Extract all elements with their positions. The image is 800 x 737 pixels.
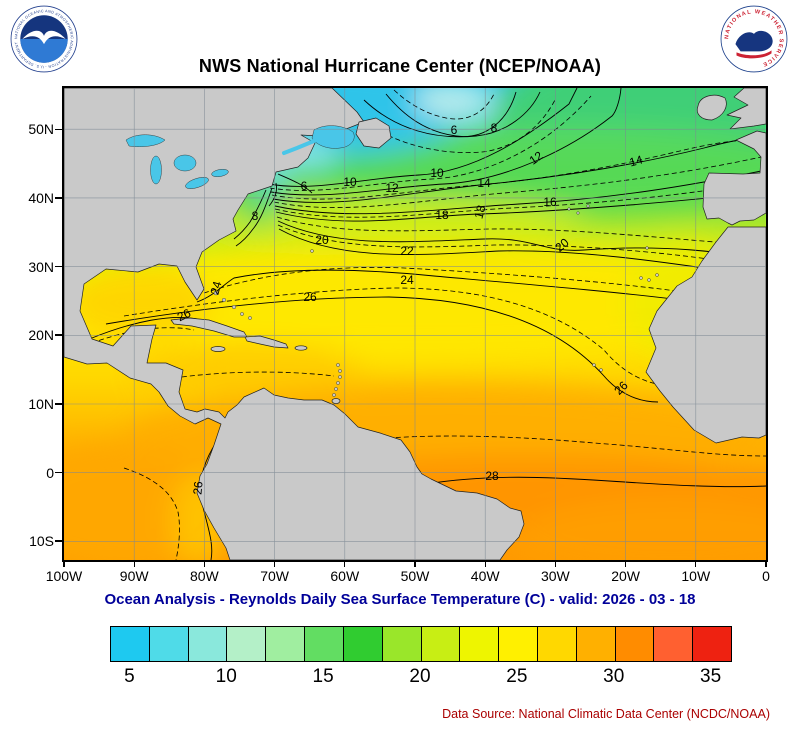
france-iberia <box>702 130 766 226</box>
st-lawrence-river <box>282 139 316 155</box>
lon-tick-mark <box>273 560 276 567</box>
colorbar-cell <box>382 627 422 661</box>
lon-tick-label: 50W <box>400 568 430 584</box>
lat-tick-label: 20N <box>28 327 54 344</box>
noaa-logo-graphic: NATIONAL OCEANIC AND ATMOSPHERIC ADMINIS… <box>8 2 78 73</box>
colorbar-cell <box>227 627 267 661</box>
lon-tick-mark <box>414 560 416 567</box>
map-frame: 6 8 10 10 12 12 14 14 16 18 18 6 8 20 20 22 24 24 26 26 26 28… <box>62 86 768 562</box>
lon-tick-mark <box>554 560 557 567</box>
sst-map-graphic <box>64 88 766 560</box>
lake-ontario <box>211 169 229 177</box>
lat-tick-mark <box>55 128 62 130</box>
ireland <box>696 94 727 121</box>
lake-superior <box>125 134 166 147</box>
lon-tick-label: 30W <box>540 568 570 584</box>
trinidad <box>331 398 341 404</box>
lon-tick-mark <box>624 560 627 567</box>
inland-waters <box>125 125 355 189</box>
noaa-logo: NATIONAL OCEANIC AND ATMOSPHERIC ADMINIS… <box>8 2 78 73</box>
lat-tick-label: 40N <box>28 189 54 206</box>
colorbar-cell <box>343 627 383 661</box>
colorbar-tick-label: 15 <box>312 666 334 687</box>
lon-tick-label: 70W <box>260 568 289 584</box>
lon-tick-mark <box>484 560 486 567</box>
lake-michigan <box>150 155 162 185</box>
colorbar-cell <box>305 627 344 661</box>
lat-tick-mark <box>55 540 62 542</box>
lat-tick-mark <box>55 334 62 336</box>
lat-tick-label: 50N <box>28 121 54 138</box>
nws-logo: NATIONAL WEATHER SERVICE <box>720 5 788 73</box>
hispaniola <box>244 335 289 349</box>
lon-tick-mark <box>695 560 697 567</box>
nws-swoosh-icon <box>736 50 772 59</box>
noaa-seagull-icon <box>22 30 66 45</box>
nws-logo-graphic: NATIONAL WEATHER SERVICE <box>720 5 788 73</box>
colorbar-cells <box>111 627 731 661</box>
britain <box>726 88 766 130</box>
data-source: Data Source: National Climatic Data Cent… <box>442 707 770 721</box>
colorbar-tick-label: 5 <box>124 666 135 687</box>
lake-erie <box>185 177 209 189</box>
colorbar-cell <box>149 627 189 661</box>
page-title: NWS National Hurricane Center (NCEP/NOAA… <box>198 56 602 76</box>
lon-tick-label: 10W <box>681 568 711 584</box>
lat-tick-label: 0 <box>46 464 54 481</box>
colorbar-tick-label: 35 <box>700 666 722 687</box>
lon-tick-label: 90W <box>119 568 149 584</box>
lat-tick-label: 30N <box>28 258 54 275</box>
small-islands <box>213 204 659 397</box>
lat-tick-mark <box>55 471 62 474</box>
lon-tick-mark <box>133 560 135 567</box>
colorbar-tick-label: 20 <box>409 666 431 687</box>
colorbar-tick-label: 10 <box>215 666 237 687</box>
gulf-st-lawrence <box>311 125 355 149</box>
colorbar <box>110 626 732 662</box>
lat-tick-mark <box>55 197 62 199</box>
lon-tick-label: 0 <box>762 568 770 584</box>
colorbar-cell <box>576 627 616 661</box>
colorbar-cell <box>499 627 538 661</box>
lat-tick-label: 10N <box>28 395 54 412</box>
lat-tick-mark <box>55 403 62 405</box>
nws-cloud-icon <box>735 30 773 52</box>
puerto-rico <box>294 345 308 351</box>
lon-tick-label: 80W <box>189 568 219 584</box>
lat-tick-mark <box>55 265 62 268</box>
jamaica <box>210 346 226 352</box>
colorbar-tick-label: 30 <box>603 666 625 687</box>
lon-tick-label: 20W <box>611 568 640 584</box>
colorbar-cell <box>188 627 228 661</box>
colorbar-cell <box>266 627 306 661</box>
colorbar-cell <box>654 627 694 661</box>
lon-tick-label: 40W <box>470 568 500 584</box>
colorbar-cell <box>693 627 731 661</box>
colorbar-cell <box>615 627 655 661</box>
lat-tick-label: 10S <box>29 533 54 550</box>
lon-tick-mark <box>63 560 65 567</box>
colorbar-cell <box>460 627 500 661</box>
lon-tick-mark <box>203 560 206 567</box>
colorbar-cell <box>111 627 150 661</box>
graticule-grid <box>64 88 766 560</box>
newfoundland <box>355 117 392 149</box>
lon-tick-label: 100W <box>45 568 83 584</box>
colorbar-cell <box>421 627 461 661</box>
colorbar-tick-label: 25 <box>506 666 528 687</box>
caption: Ocean Analysis - Reynolds Daily Sea Surf… <box>104 591 696 608</box>
noaa-emblem-sea <box>20 39 68 63</box>
lon-tick-label: 60W <box>330 568 360 584</box>
americas-landmass <box>64 88 525 560</box>
lon-tick-mark <box>344 560 346 567</box>
lake-huron <box>173 154 197 172</box>
colorbar-cell <box>537 627 577 661</box>
lon-tick-mark <box>765 560 767 567</box>
